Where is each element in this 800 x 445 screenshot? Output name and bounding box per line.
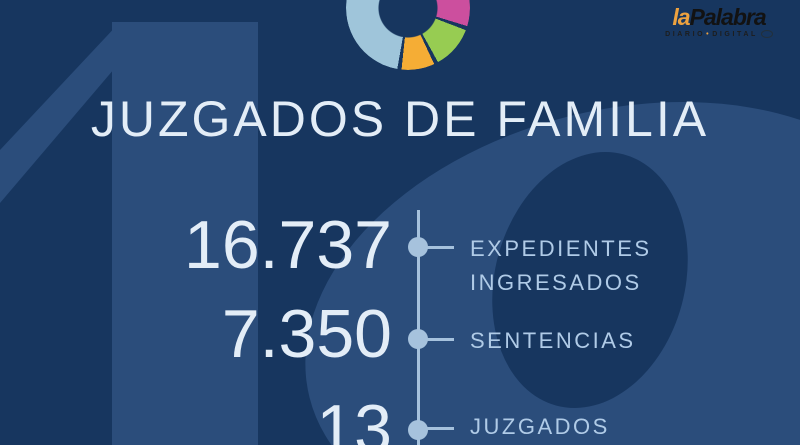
stat-label-line: JUZGADOS [470,414,610,439]
timeline-dot-2 [408,329,428,349]
stat-value-sentencias: 7.350 [221,296,392,372]
logo-wordmark-rest: Palabra [689,4,767,30]
logo-wordmark: laPalabra [664,5,774,29]
timeline-dot-3 [408,420,428,440]
timeline-tick-1 [426,246,454,249]
stat-label-line: SENTENCIAS [470,328,636,353]
logo-tagline-left: DIARIO [665,30,706,38]
stat-label-expedientes: EXPEDIENTES INGRESADOS [470,232,652,300]
watermark-digit-1-stem [112,22,258,445]
stat-label-juzgados: JUZGADOS DE FAMILIA [470,412,616,445]
stat-value-juzgados: 13 [316,391,392,445]
stat-label-sentencias: SENTENCIAS [470,324,636,358]
logo-tagline-separator: • [706,30,712,38]
stat-value-expedientes: 16.737 [184,207,392,283]
timeline-tick-2 [426,338,454,341]
logo-wordmark-prefix: la [672,4,690,30]
stat-label-line: EXPEDIENTES [470,236,652,261]
timeline-line [417,210,420,445]
donut-chart [346,0,470,70]
page-title: JUZGADOS DE FAMILIA [90,91,710,147]
timeline-tick-3 [426,427,454,430]
timeline-dot-1 [408,237,428,257]
lapalabra-logo: laPalabra DIARIO • DIGITAL [664,5,774,38]
logo-tagline-right: DIGITAL [712,30,758,38]
logo-tagline: DIARIO • DIGITAL [664,30,774,38]
logo-mark-icon [760,30,773,38]
stat-label-line: INGRESADOS [470,270,642,295]
